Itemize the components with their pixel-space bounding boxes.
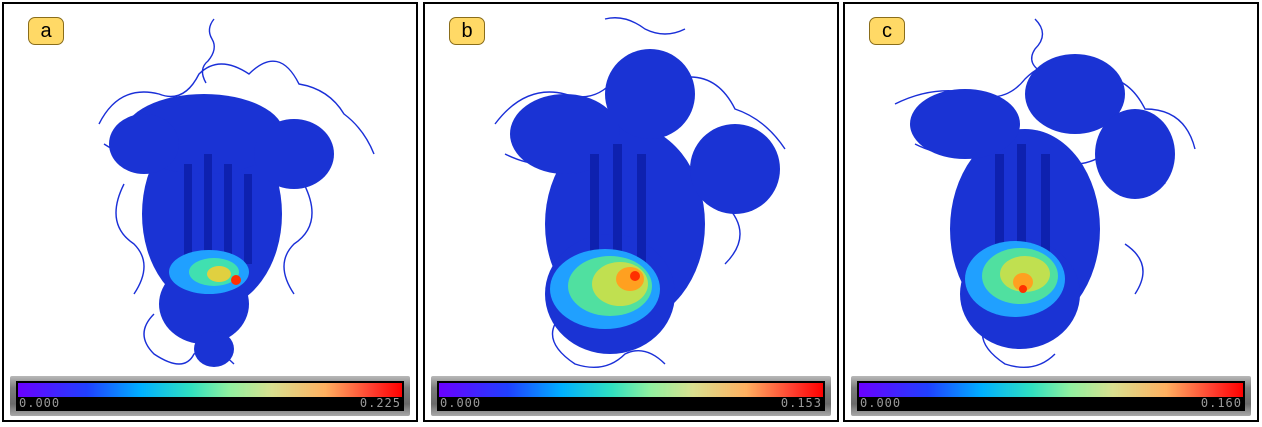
color-gradient	[18, 383, 402, 397]
color-scale-bar-c: 0.000 0.160	[851, 376, 1251, 416]
color-gradient	[859, 383, 1243, 397]
color-scale-bar-b: 0.000 0.153	[431, 376, 831, 416]
panel-b: b 0.000 0.153	[423, 2, 839, 422]
protein-structure-a	[98, 18, 375, 367]
scale-max-label: 0.153	[780, 396, 822, 410]
panel-c: c 0.000 0.160	[843, 2, 1259, 422]
panel-label-a: a	[28, 17, 64, 45]
scale-max-label: 0.160	[1200, 396, 1242, 410]
panel-label-b: b	[449, 17, 485, 45]
scale-min-label: 0.000	[19, 396, 61, 410]
panel-a: a 0.000 0.225	[2, 2, 418, 422]
color-gradient	[439, 383, 823, 397]
scale-max-label: 0.225	[359, 396, 401, 410]
protein-structure-b	[494, 17, 786, 368]
scale-min-label: 0.000	[440, 396, 482, 410]
color-scale-bar-a: 0.000 0.225	[10, 376, 410, 416]
panel-label-c: c	[869, 17, 905, 45]
protein-structure-c	[894, 18, 1196, 368]
scale-min-label: 0.000	[860, 396, 902, 410]
